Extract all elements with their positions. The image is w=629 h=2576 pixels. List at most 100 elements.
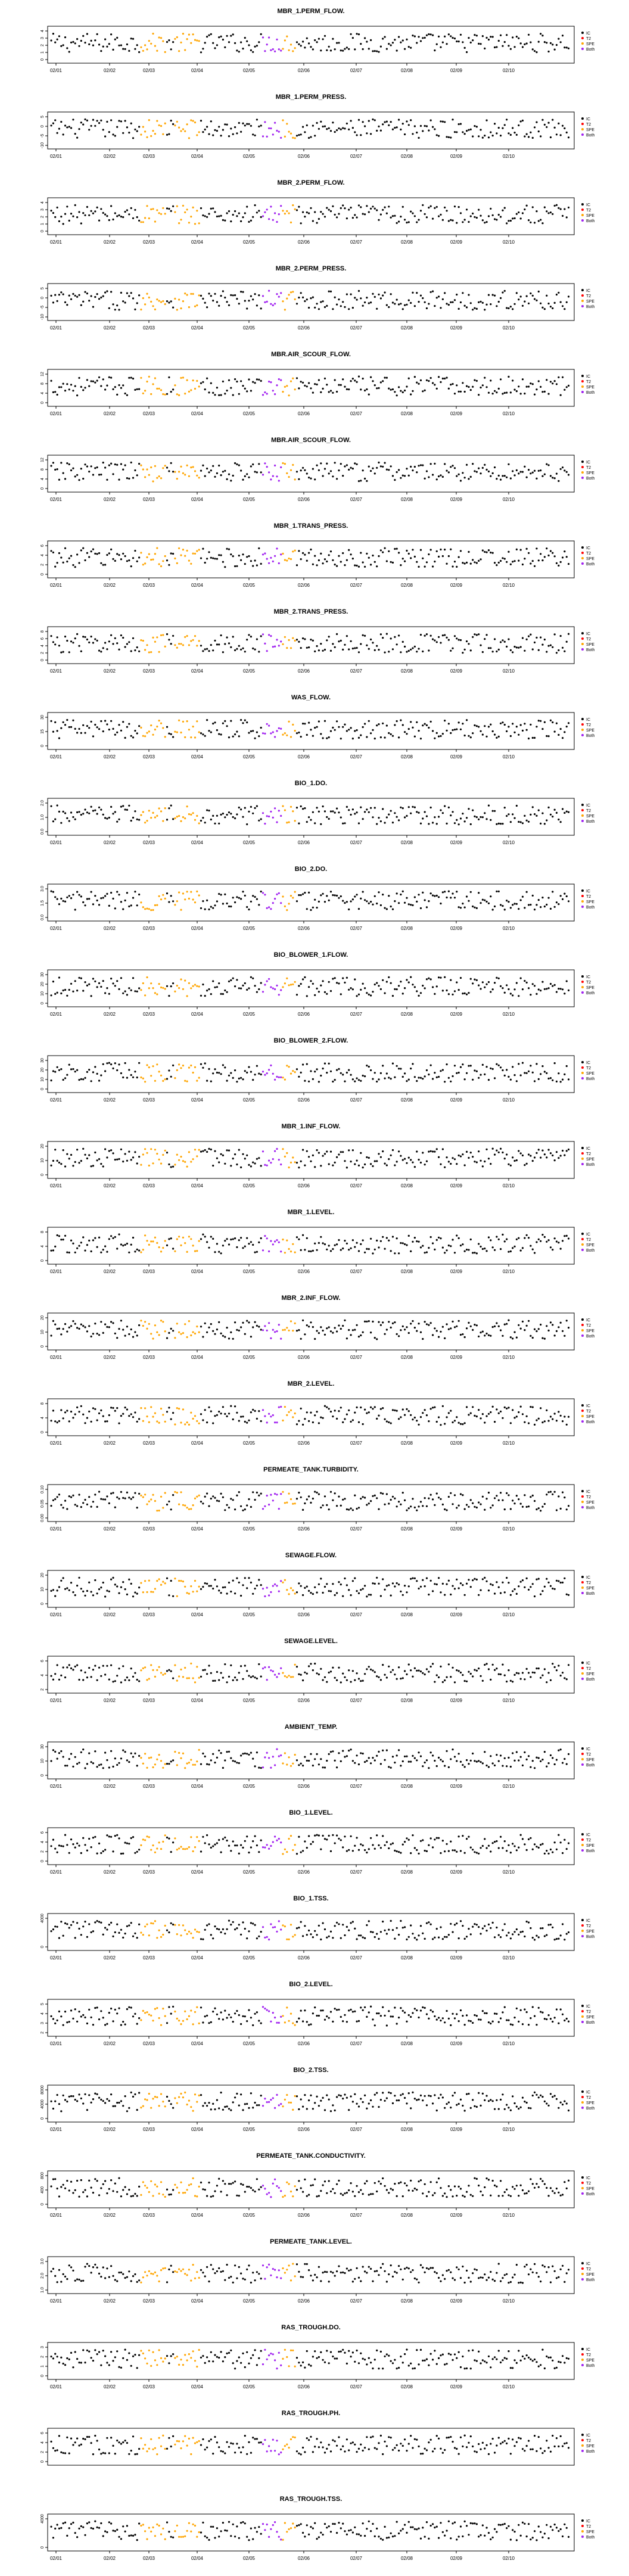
- data-point: [360, 1243, 362, 1245]
- data-point: [484, 899, 486, 901]
- data-point: [261, 812, 264, 814]
- data-point: [568, 633, 570, 635]
- data-point: [451, 219, 454, 222]
- series-points: [50, 804, 570, 826]
- data-point: [112, 1067, 114, 1069]
- data-point: [425, 561, 428, 564]
- data-point: [184, 898, 186, 901]
- data-point: [479, 43, 482, 45]
- data-point: [200, 1150, 203, 1153]
- data-point: [537, 720, 540, 722]
- data-point: [531, 894, 534, 897]
- data-point: [122, 992, 124, 994]
- data-point: [156, 1510, 158, 1512]
- data-point: [474, 1252, 476, 1254]
- data-point: [208, 551, 210, 553]
- data-point: [332, 1164, 334, 1166]
- legend-label: SPE: [586, 729, 594, 733]
- data-point: [475, 725, 478, 727]
- data-point: [472, 309, 474, 311]
- data-point: [132, 477, 135, 479]
- data-point: [308, 1080, 310, 1082]
- data-point: [200, 1413, 203, 1415]
- data-point: [491, 472, 494, 474]
- data-point: [152, 1240, 154, 1243]
- data-point: [549, 306, 552, 308]
- data-point: [60, 216, 63, 218]
- data-point: [379, 1324, 382, 1326]
- data-point: [182, 377, 184, 379]
- data-point: [356, 1324, 358, 1326]
- data-point: [435, 1239, 438, 1241]
- data-point: [507, 901, 510, 903]
- data-point: [317, 38, 320, 40]
- data-point: [304, 976, 306, 978]
- data-point: [186, 720, 188, 723]
- data-point: [58, 976, 60, 979]
- data-point: [64, 213, 67, 215]
- data-point: [158, 1421, 160, 1424]
- data-point: [475, 1415, 478, 1418]
- data-point: [562, 988, 564, 991]
- data-point: [150, 1333, 152, 1335]
- data-point: [326, 1327, 328, 1330]
- data-point: [390, 1154, 392, 1156]
- data-point: [136, 1077, 138, 1079]
- data-point: [154, 904, 156, 907]
- data-point: [174, 1491, 176, 1493]
- data-point: [138, 819, 141, 821]
- data-point: [298, 1329, 300, 1331]
- data-point: [456, 1163, 458, 1165]
- data-point: [289, 132, 292, 135]
- data-point: [236, 463, 238, 465]
- data-point: [244, 1508, 246, 1511]
- data-point: [555, 1420, 558, 1422]
- data-point: [345, 464, 348, 466]
- data-point: [357, 993, 360, 995]
- data-point: [413, 35, 416, 38]
- data-point: [478, 726, 480, 728]
- data-point: [112, 133, 114, 136]
- series-points: [50, 1233, 570, 1255]
- data-point: [428, 476, 430, 478]
- data-point: [222, 1496, 224, 1498]
- data-point: [200, 994, 203, 997]
- legend-marker: [581, 648, 584, 651]
- data-point: [466, 306, 468, 309]
- data-point: [62, 223, 64, 225]
- data-point: [568, 136, 570, 139]
- data-point: [256, 471, 258, 474]
- data-point: [68, 294, 70, 297]
- data-point: [224, 893, 226, 895]
- data-point: [555, 1151, 558, 1153]
- data-point: [134, 388, 136, 391]
- data-point: [128, 804, 130, 807]
- data-point: [218, 1072, 220, 1074]
- data-point: [466, 385, 468, 387]
- data-point: [118, 724, 120, 726]
- x-tick-label: 02/02: [104, 1097, 116, 1103]
- data-point: [270, 732, 272, 735]
- data-point: [212, 42, 214, 44]
- data-point: [96, 1159, 98, 1162]
- data-point: [329, 990, 332, 993]
- x-tick-label: 02/03: [143, 325, 155, 331]
- data-point: [332, 810, 334, 813]
- data-point: [198, 40, 200, 42]
- data-point: [180, 554, 182, 556]
- data-point: [563, 388, 566, 391]
- data-point: [246, 556, 248, 558]
- data-point: [228, 304, 231, 306]
- data-point: [463, 1250, 466, 1252]
- data-point: [54, 1071, 57, 1073]
- x-tick-label: 02/01: [50, 1441, 63, 1446]
- data-point: [236, 813, 238, 816]
- data-point: [204, 475, 206, 477]
- data-point: [150, 724, 152, 727]
- data-point: [372, 293, 374, 295]
- data-point: [366, 552, 368, 555]
- data-point: [404, 1243, 406, 1246]
- data-point: [350, 466, 352, 469]
- data-point: [410, 1068, 412, 1070]
